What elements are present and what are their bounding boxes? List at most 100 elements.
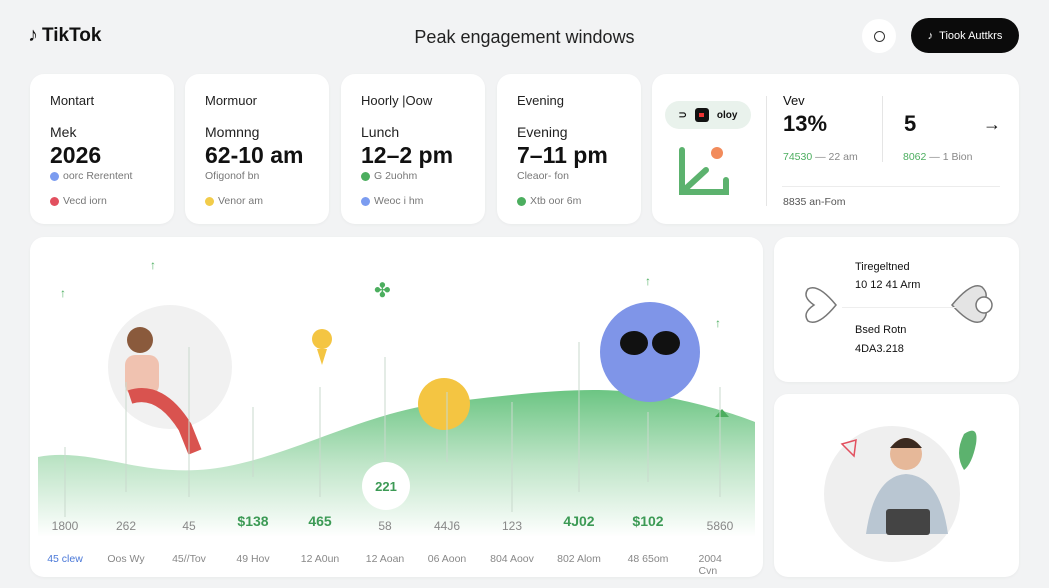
side-value: 10 12 41 Arm	[855, 279, 921, 291]
value-label: 262	[115, 519, 137, 533]
summary-footer: 8835 an-Fom	[783, 196, 846, 208]
page-title: Peak engagement windows	[414, 27, 635, 47]
status-dot	[361, 171, 370, 181]
card-meta: Vecd iorn	[63, 195, 107, 207]
card-meta: G 2uohm	[374, 170, 418, 182]
brand-logo[interactable]: ♪ TikTok	[28, 24, 101, 47]
cta-label: Tiook Auttkrs	[939, 29, 1003, 42]
creator-panel	[774, 394, 1019, 577]
divider	[842, 307, 956, 308]
card-label: Hoorly |Oow	[361, 93, 433, 108]
side-value: 4DA3.218	[855, 343, 904, 355]
tiktok-analytics-button[interactable]: ♪ Tiook Auttkrs	[911, 18, 1019, 53]
stat-meta-value: 8062	[903, 151, 927, 163]
value-label: 44J6	[433, 519, 461, 533]
brand-name: TikTok	[42, 24, 102, 46]
tiktok-note-icon: ♪	[28, 24, 38, 46]
card-meta: Cleaor- fon	[517, 170, 569, 182]
status-dot	[517, 196, 526, 206]
card-meta: Xtb oor 6m	[530, 195, 582, 207]
arrow-right-icon[interactable]: →	[983, 114, 1001, 134]
card-meta: Weoc i hm	[374, 195, 424, 207]
card-meta: Ofigonof bn	[205, 170, 260, 182]
summary-card: ⊃ oloy Vev 13% 74530 — 22 am 5 8062 — 1 B…	[652, 74, 1019, 224]
divider	[782, 186, 1000, 187]
clover-icon: ✤	[374, 280, 391, 302]
stat-label: Vev	[783, 93, 805, 108]
left-heart-icon	[805, 287, 837, 323]
person-legs	[127, 388, 202, 455]
engagement-chart-panel: ✤ ↑ ↑ ↑ ↑ 1800 45 clew 262 Oos Wy 45 45//Tov $138…	[30, 237, 763, 577]
person-head	[127, 327, 153, 353]
play-pill[interactable]: ⊃ oloy	[665, 101, 751, 129]
status-dot	[50, 171, 59, 181]
time-window-card[interactable]: Montart Mek 2026 oorc Rerentent Vecd ior…	[30, 74, 174, 224]
value-label: 45	[182, 519, 196, 533]
link-icon: ⊃	[678, 109, 687, 121]
up-arrow-icon: ↑	[60, 286, 66, 300]
side-label: Bsed Rotn	[855, 324, 907, 336]
card-value: 2026	[50, 142, 102, 168]
up-arrow-icon: ↑	[715, 316, 721, 330]
highlight-bubble[interactable]: 221	[362, 462, 410, 510]
card-meta: Venor am	[218, 195, 263, 207]
pill-label: oloy	[716, 109, 738, 121]
card-meta: oorc Rerentent	[63, 170, 133, 182]
person-body	[125, 355, 159, 395]
x-axis-label: 48 65om	[627, 553, 669, 565]
value-label: 465	[308, 513, 332, 529]
side-label: Tiregeltned	[855, 261, 910, 273]
x-axis-label: 12 Aoan	[365, 553, 405, 565]
stat-meta: — 1 Bion	[929, 151, 973, 163]
x-axis-label: 802 Alom	[557, 553, 601, 565]
time-panel: Tiregeltned 10 12 41 Arm Bsed Rotn 4DA3.…	[774, 237, 1019, 382]
time-window-card[interactable]: Mormuor Momnng 62-10 am Ofigonof bn Veno…	[185, 74, 329, 224]
card-subtitle: Lunch	[361, 124, 400, 140]
stat-value: 5	[904, 111, 917, 136]
x-axis-label: Oos Wy	[107, 553, 145, 565]
value-label: 58	[378, 519, 392, 533]
card-label: Evening	[517, 93, 564, 108]
emoji-face	[418, 378, 470, 430]
x-axis-label: 06 Aoon	[427, 553, 467, 565]
value-label: $138	[237, 513, 269, 529]
tiktok-note-icon: ♪	[927, 29, 934, 42]
stat-meta-value: 74530	[783, 151, 813, 163]
value-label: 123	[501, 519, 523, 533]
divider	[882, 96, 883, 162]
time-window-card[interactable]: Hoorly |Oow Lunch 12–2 pm G 2uohm Weoc i…	[341, 74, 485, 224]
x-axis-label: 49 Hov	[236, 553, 270, 565]
status-dot	[361, 196, 370, 206]
trend-arrow-icon	[679, 147, 729, 195]
search-button[interactable]	[862, 19, 896, 53]
card-value: 7–11 pm	[517, 142, 608, 168]
card-subtitle: Mek	[50, 124, 77, 140]
value-label: 1800	[51, 519, 79, 533]
right-heart-icon	[951, 285, 993, 323]
card-label: Montart	[50, 93, 95, 108]
search-icon	[873, 30, 885, 42]
value-label: 5860	[706, 519, 734, 533]
up-arrow-icon: ↑	[645, 274, 651, 288]
play-icon	[694, 108, 709, 122]
up-arrow-icon: ↑	[150, 258, 156, 272]
x-axis-label: 2004 Cvn	[698, 553, 722, 577]
card-subtitle: Evening	[517, 124, 568, 140]
divider	[766, 96, 767, 206]
card-subtitle: Momnng	[205, 124, 260, 140]
stat-value: 13%	[783, 111, 828, 136]
x-axis-label: 12 A0un	[300, 553, 340, 565]
x-axis-label: 45 clew	[47, 553, 83, 565]
x-axis-label: 804 Aoov	[490, 553, 534, 565]
lightbulb-icon	[312, 329, 332, 365]
creator-illustration	[824, 426, 977, 562]
stat-meta: — 22 am	[815, 151, 858, 163]
card-value: 62-10 am	[205, 142, 304, 168]
status-dot	[205, 196, 214, 206]
status-dot	[50, 196, 59, 206]
card-value: 12–2 pm	[361, 142, 454, 168]
up-arrow-icon	[715, 409, 729, 417]
time-window-card[interactable]: Evening Evening 7–11 pm Cleaor- fon Xtb …	[497, 74, 641, 224]
blob-character	[600, 302, 700, 402]
value-label: 4J02	[563, 513, 595, 529]
